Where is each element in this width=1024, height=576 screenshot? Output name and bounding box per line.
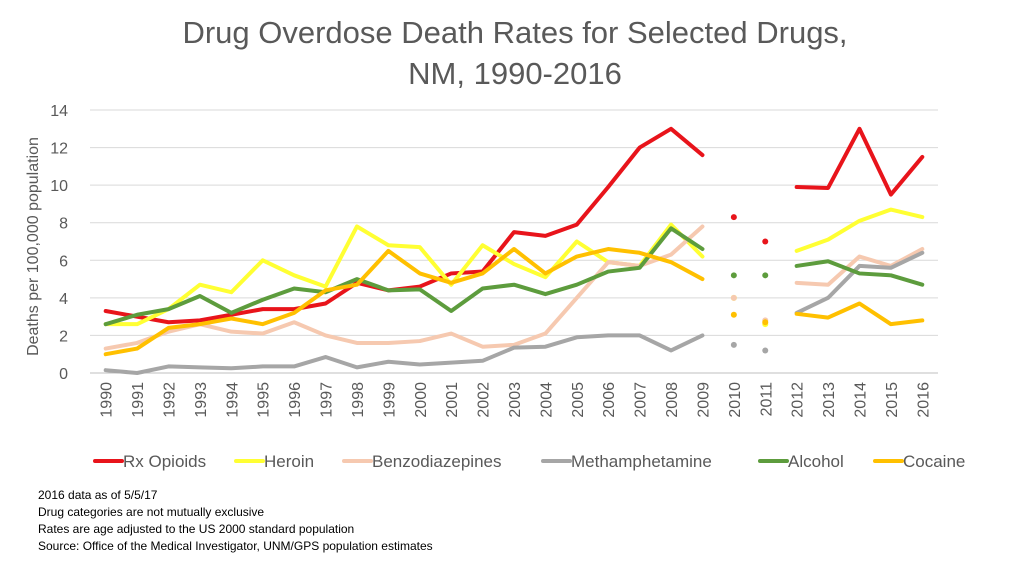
series-line-benzodiazepines-0 [103, 224, 705, 351]
x-tick-label-2001: 2001 [444, 382, 461, 418]
x-tick-label-1998: 1998 [350, 382, 367, 418]
x-tick-label-2009: 2009 [695, 382, 712, 418]
point-cocaine-2010 [730, 311, 737, 318]
point-methamphetamine-2010 [730, 341, 737, 348]
legend-label-cocaine: Cocaine [903, 452, 965, 471]
x-tick-label-1992: 1992 [162, 382, 179, 418]
y-tick-label-4: 4 [59, 291, 68, 308]
series-line-cocaine-0 [103, 247, 705, 357]
chart-notes: 2016 data as of 5/5/17 Drug categories a… [38, 487, 433, 555]
point-alcohol-2010 [730, 272, 737, 279]
x-tick-label-1994: 1994 [224, 382, 241, 418]
point-benzodiazepines-2010 [730, 294, 737, 301]
x-tick-label-2016: 2016 [915, 382, 932, 418]
x-tick-label-2008: 2008 [664, 382, 681, 418]
series-line-heroin-1 [794, 207, 925, 253]
series-line-methamphetamine-0 [103, 333, 705, 375]
x-tick-label-1996: 1996 [287, 382, 304, 418]
series-line-rx-opioids-0 [103, 126, 705, 325]
y-axis-label: Deaths per 100,000 population [25, 137, 42, 356]
series-line-rx-opioids-1 [794, 126, 925, 197]
x-tick-label-1995: 1995 [256, 382, 273, 418]
x-tick-label-2010: 2010 [727, 382, 744, 418]
series-line-cocaine-1 [794, 301, 925, 327]
x-tick-label-2005: 2005 [570, 382, 587, 418]
x-tick-label-2003: 2003 [507, 382, 524, 418]
x-tick-label-1999: 1999 [381, 382, 398, 418]
y-tick-label-6: 6 [59, 253, 68, 270]
chart-title: Drug Overdose Death Rates for Selected D… [0, 12, 1024, 94]
y-tick-label-14: 14 [50, 103, 68, 120]
x-tick-label-2012: 2012 [790, 382, 807, 418]
point-alcohol-2011 [762, 272, 769, 279]
point-methamphetamine-2011 [762, 347, 769, 354]
series-line-benzodiazepines-1 [794, 247, 925, 287]
legend-label-methamphetamine: Methamphetamine [571, 452, 712, 471]
x-tick-label-2013: 2013 [821, 382, 838, 418]
note-categories: Drug categories are not mutually exclusi… [38, 505, 265, 519]
x-tick-label-1991: 1991 [130, 382, 147, 418]
note-age-adjusted: Rates are age adjusted to the US 2000 st… [38, 522, 355, 536]
x-tick-label-1993: 1993 [193, 382, 210, 418]
chart-title-line-1: Drug Overdose Death Rates for Selected D… [182, 15, 848, 50]
x-tick-label-2011: 2011 [758, 382, 775, 417]
y-tick-label-12: 12 [50, 141, 68, 158]
point-rx-opioids-2010 [730, 214, 737, 221]
legend-label-rx-opioids: Rx Opioids [123, 452, 206, 471]
y-tick-label-10: 10 [50, 178, 68, 195]
series-line-alcohol-1 [794, 259, 925, 287]
series-line-heroin-0 [103, 222, 705, 327]
point-rx-opioids-2011 [762, 238, 769, 245]
y-tick-label-0: 0 [59, 366, 68, 383]
line-chart: 0 2 4 6 8 10 12 14 Deaths per 100,000 population… [25, 103, 965, 471]
series-line-methamphetamine-1 [794, 250, 925, 315]
x-tick-label-2000: 2000 [413, 382, 430, 418]
x-tick-label-2014: 2014 [852, 382, 869, 418]
point-cocaine-2011 [762, 319, 769, 326]
y-tick-label-2: 2 [59, 328, 68, 345]
x-tick-label-1997: 1997 [319, 382, 336, 418]
y-tick-label-8: 8 [59, 216, 68, 233]
chart-title-line-2: NM, 1990-2016 [408, 56, 622, 91]
legend-label-heroin: Heroin [264, 452, 314, 471]
note-source: Source: Office of the Medical Investigat… [38, 539, 433, 553]
note-data-date: 2016 data as of 5/5/17 [38, 488, 158, 502]
x-tick-label-2002: 2002 [476, 382, 493, 418]
x-tick-label-2007: 2007 [633, 382, 650, 418]
x-tick-label-2015: 2015 [884, 382, 901, 418]
x-tick-label-2004: 2004 [538, 382, 555, 418]
x-tick-label-2006: 2006 [601, 382, 618, 418]
x-tick-label-1990: 1990 [99, 382, 116, 418]
series-line-alcohol-0 [103, 226, 705, 327]
legend-label-benzodiazepines: Benzodiazepines [372, 452, 501, 471]
legend-label-alcohol: Alcohol [788, 452, 844, 471]
